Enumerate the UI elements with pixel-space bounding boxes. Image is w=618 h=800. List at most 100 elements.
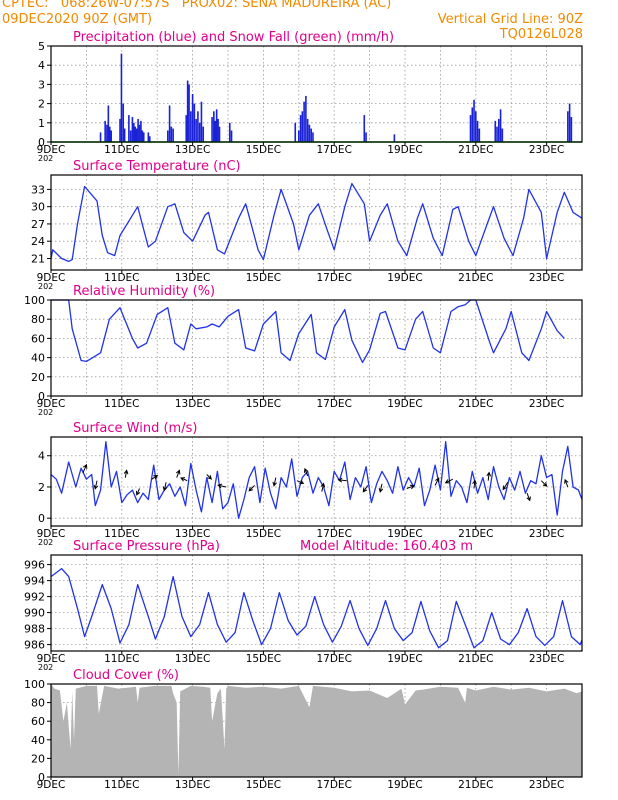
wind-xtick-label: 9DEC: [37, 528, 66, 540]
cloud-xtick-label: 9DEC: [37, 779, 66, 791]
header-line2-right: Vertical Grid Line: 90Z: [437, 12, 583, 27]
rh-ytick-label: 60: [31, 332, 45, 345]
rh-title: Relative Humidity (%): [73, 284, 215, 299]
wind-arrow: [123, 469, 129, 478]
wind-arrow: [320, 482, 326, 492]
wind-arrow: [175, 469, 181, 478]
rh-series-line: [51, 299, 565, 364]
precip-bar: [218, 126, 221, 142]
wind-xtick-year: 202: [38, 538, 53, 547]
precip-bar: [120, 53, 123, 142]
cloud-xtick-label: 13DEC: [175, 779, 210, 791]
temp-ytick-label: 27: [31, 218, 45, 231]
pres-xtick-label: 13DEC: [175, 653, 210, 665]
wind-arrow: [303, 467, 309, 477]
wind-arrow: [296, 479, 305, 485]
precip-bar: [108, 126, 111, 142]
rh-xtick-label: 15DEC: [246, 398, 281, 410]
header-line2-left: 09DEC2020 90Z (GMT): [2, 12, 153, 27]
rh-ytick-label: 0: [38, 390, 45, 403]
precip-bar: [494, 120, 497, 142]
precip-bar: [303, 101, 305, 142]
precip-bar: [193, 103, 196, 142]
precip-bar: [301, 111, 304, 142]
precip-bar: [128, 115, 130, 142]
pres-xtick-label: 15DEC: [246, 653, 281, 665]
precip-bar: [211, 117, 213, 142]
wind-arrow: [434, 477, 440, 486]
precip-bar: [202, 126, 205, 142]
temp-xtick-label: 15DEC: [246, 272, 281, 284]
precip-bar: [305, 95, 307, 142]
pres-ytick-label: 994: [24, 575, 45, 588]
precip-bar: [478, 128, 481, 142]
precip-bar: [298, 130, 300, 142]
precip-xtick-label: 19DEC: [387, 144, 422, 156]
temp-xtick-label: 21DEC: [458, 272, 493, 284]
wind-arrow: [180, 477, 188, 482]
precip-bar: [140, 120, 142, 142]
rh-xtick-label: 17DEC: [316, 398, 351, 410]
wind-arrow: [472, 479, 477, 489]
precip-bar: [106, 124, 108, 142]
rh-plot-bg: [51, 300, 582, 396]
precip-bar: [365, 132, 367, 142]
precip-bar: [568, 103, 571, 142]
wind-xtick-label: 17DEC: [316, 528, 351, 540]
temp-xtick-label: 23DEC: [529, 272, 564, 284]
precip-bar: [294, 122, 297, 142]
wind-ytick-label: 0: [38, 512, 45, 525]
temp-ytick-label: 21: [31, 252, 45, 265]
precip-bar: [141, 130, 144, 142]
precip-bar: [230, 130, 233, 142]
wind-arrow: [151, 475, 159, 480]
cloud-ytick-label: 100: [24, 678, 45, 691]
precip-title: Precipitation (blue) and Snow Fall (gree…: [73, 30, 394, 45]
temp-xtick-label: 11DEC: [104, 272, 139, 284]
precip-bar: [476, 120, 479, 142]
precip-bar: [393, 134, 396, 142]
wind-arrow: [162, 482, 168, 492]
header-line3-right: TQ0126L028: [499, 27, 583, 42]
precip-bar: [198, 122, 201, 142]
cloud-ytick-label: 80: [31, 697, 45, 710]
precip-bar: [119, 118, 121, 142]
precip-bar: [310, 128, 312, 142]
pres-series-line: [50, 567, 583, 649]
cloud-xtick-label: 17DEC: [316, 779, 351, 791]
precip-ytick-label: 4: [38, 59, 45, 72]
wind-arrow: [444, 478, 454, 484]
precip-ytick-label: 2: [38, 98, 45, 111]
wind-xtick-label: 15DEC: [246, 528, 281, 540]
rh-frame: [50, 299, 583, 397]
precip-ytick-label: 1: [38, 117, 45, 130]
precip-xtick-label: 11DEC: [104, 144, 139, 156]
precip-bar: [147, 132, 150, 142]
rh-xtick-label: 9DEC: [37, 398, 66, 410]
wind-arrow: [82, 463, 88, 474]
temp-xtick-label: 9DEC: [37, 272, 66, 284]
precip-bar: [475, 111, 477, 142]
precip-bar: [496, 126, 498, 142]
temp-title: Surface Temperature (nC): [73, 159, 241, 174]
pres-xtick-year: 202: [38, 663, 53, 672]
precip-bar: [137, 118, 139, 142]
wind-title: Surface Wind (m/s): [73, 421, 197, 436]
wind-arrow: [93, 480, 99, 490]
precip-bar: [185, 115, 188, 142]
wind-ytick-label: 2: [38, 481, 45, 494]
wind-arrow: [540, 480, 548, 487]
wind-series-line: [50, 441, 583, 519]
precip-bar: [228, 122, 231, 142]
precip-bar: [471, 107, 474, 142]
cloud-xtick-label: 19DEC: [387, 779, 422, 791]
wind-arrow: [337, 477, 347, 483]
precip-bar: [217, 118, 219, 142]
wind-arrow: [135, 488, 141, 496]
precip-bar: [134, 126, 137, 142]
rh-xtick-label: 11DEC: [104, 398, 139, 410]
cloud-xtick-label: 11DEC: [104, 779, 139, 791]
pres-ytick-label: 986: [24, 639, 45, 652]
rh-ytick-label: 20: [31, 371, 45, 384]
wind-arrow: [486, 471, 492, 481]
